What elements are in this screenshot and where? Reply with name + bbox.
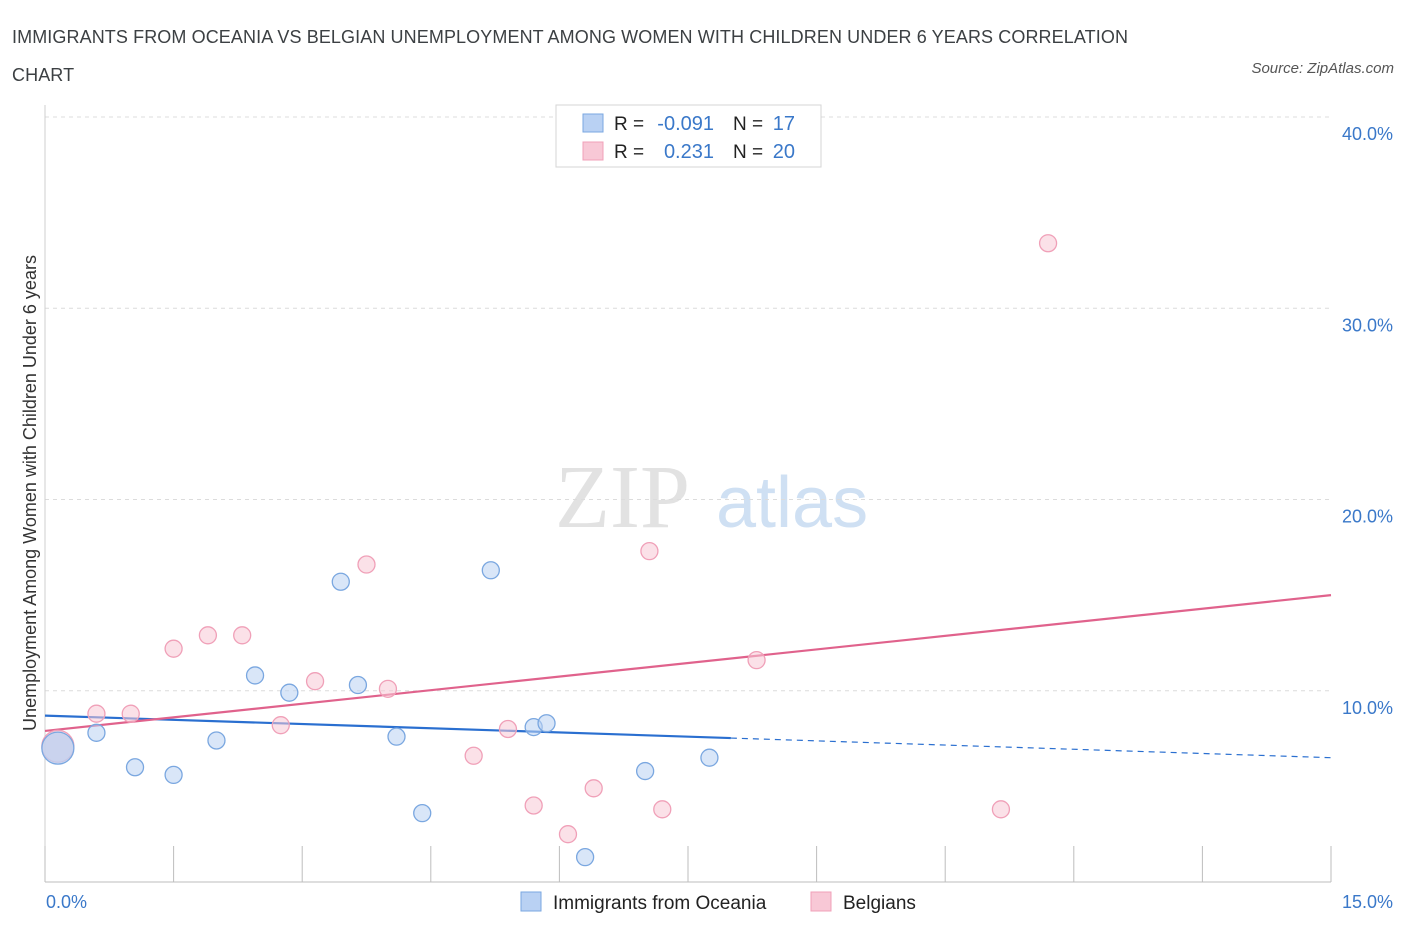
belgians-point — [271, 716, 290, 735]
oceania-point — [481, 561, 500, 580]
oceania-point — [387, 727, 406, 746]
belgians-point — [584, 779, 603, 798]
series-legend-label-belgians: Belgians — [843, 893, 916, 914]
series-legend-label-oceania: Immigrants from Oceania — [553, 893, 767, 914]
y-axis-label: Unemployment Among Women with Children U… — [20, 255, 40, 731]
gridlines — [45, 116, 1331, 692]
belgians-point — [121, 704, 140, 723]
x-tick-label: 15.0% — [1342, 892, 1393, 912]
legend-n-value-2: 20 — [773, 141, 795, 163]
oceania-point — [87, 723, 106, 742]
belgians-point — [198, 626, 218, 645]
oceania-point — [537, 714, 556, 733]
oceania-point — [635, 761, 655, 781]
belgians-point — [524, 796, 543, 815]
y-tick-label: 40.0% — [1342, 124, 1393, 144]
legend-swatch-oceania — [582, 113, 604, 133]
belgians-point — [378, 679, 398, 698]
x-tick-label: 0.0% — [46, 892, 87, 912]
oceania-point — [575, 847, 595, 867]
legend-r-value-2: 0.231 — [664, 141, 714, 163]
trend-lines — [44, 594, 1332, 759]
trend-line-1 — [44, 594, 1332, 733]
oceania-point — [413, 804, 432, 823]
belgians-point — [558, 825, 578, 844]
oceania-point — [280, 683, 299, 702]
chart-title: IMMIGRANTS FROM OCEANIA VS BELGIAN UNEMP… — [12, 27, 1129, 85]
belgians-point — [87, 704, 106, 723]
axes — [44, 105, 1332, 883]
oceania-point — [41, 731, 75, 765]
legend-swatch-belgians — [582, 141, 604, 161]
y-tick-label: 10.0% — [1342, 698, 1393, 718]
data-points — [41, 234, 1058, 867]
legend-r-label-2: R = — [614, 142, 644, 163]
belgians-point — [164, 639, 183, 658]
oceania-point — [125, 758, 145, 777]
watermark-zip: ZIP — [555, 448, 690, 547]
y-tick-label: 30.0% — [1342, 315, 1393, 335]
belgians-point — [640, 541, 659, 561]
belgians-point — [653, 800, 672, 819]
y-tick-label: 20.0% — [1342, 507, 1393, 527]
watermark-atlas: atlas — [716, 463, 868, 543]
series-legend: Immigrants from Oceania Belgians — [520, 891, 916, 914]
belgians-point — [1038, 234, 1058, 253]
trend-line-dashed-0 — [730, 737, 1332, 759]
oceania-point — [331, 572, 350, 591]
belgians-point — [305, 672, 325, 691]
oceania-point — [700, 748, 719, 767]
belgians-point — [991, 800, 1011, 819]
oceania-point — [245, 666, 265, 685]
stats-legend: R = -0.091 N = 17 R = 0.231 N = 20 — [555, 104, 822, 168]
belgians-point — [498, 719, 518, 739]
legend-n-value-1: 17 — [773, 113, 795, 135]
legend-n-label-1: N = — [733, 114, 763, 135]
oceania-point — [348, 675, 368, 695]
legend-r-label-1: R = — [614, 114, 644, 135]
belgians-point — [233, 626, 252, 645]
series-legend-swatch-oceania — [520, 891, 542, 912]
chart-source: Source: ZipAtlas.com — [1251, 60, 1394, 77]
belgians-point — [357, 555, 376, 574]
legend-n-label-2: N = — [733, 142, 763, 163]
legend-r-value-1: -0.091 — [657, 113, 714, 135]
belgians-point — [464, 746, 483, 765]
oceania-point — [207, 731, 226, 750]
tick-labels: 10.0% 20.0% 30.0% 40.0% 0.0% 15.0% — [46, 124, 1393, 912]
oceania-point — [164, 765, 183, 785]
series-legend-swatch-belgians — [810, 891, 832, 912]
belgians-point — [747, 651, 766, 670]
